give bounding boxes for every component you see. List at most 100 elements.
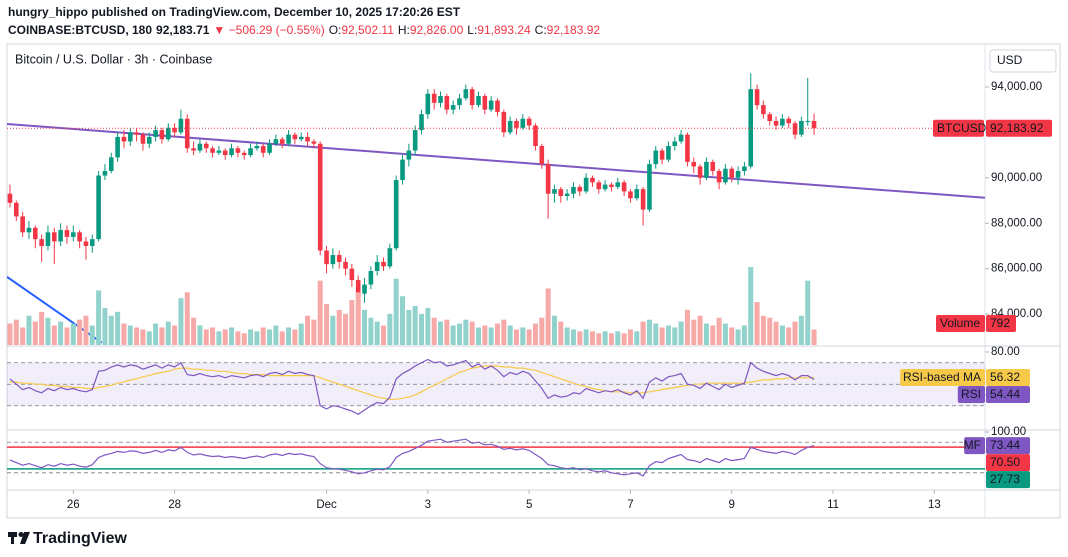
candle-body bbox=[533, 125, 538, 146]
volume-bar bbox=[627, 329, 633, 345]
candle-body bbox=[229, 148, 234, 156]
volume-bar bbox=[20, 327, 26, 345]
candle-body bbox=[362, 284, 367, 294]
volume-name-box bbox=[936, 315, 985, 333]
indicator-line bbox=[9, 438, 815, 477]
indicator-value-box bbox=[986, 437, 1030, 455]
volume-bar bbox=[13, 319, 19, 345]
candle-body bbox=[507, 121, 513, 133]
volume-bar bbox=[102, 307, 108, 345]
candle-body bbox=[248, 148, 253, 156]
volume-bar bbox=[703, 323, 709, 345]
volume-bar bbox=[678, 321, 684, 345]
candle-body bbox=[349, 268, 355, 281]
volume-bar bbox=[70, 323, 76, 345]
volume-bar bbox=[203, 329, 209, 345]
candle-body bbox=[216, 150, 222, 153]
volume-bar bbox=[311, 319, 317, 345]
candle-body bbox=[298, 136, 304, 140]
x-tick-label: 11 bbox=[827, 499, 839, 511]
candle-body bbox=[583, 177, 589, 192]
candle-body bbox=[241, 152, 247, 156]
candle-body bbox=[577, 186, 583, 192]
volume-bar bbox=[248, 329, 254, 345]
volume-bar bbox=[608, 333, 614, 345]
candle-body bbox=[26, 227, 32, 233]
volume-bar bbox=[475, 327, 481, 345]
volume-bar bbox=[773, 321, 779, 345]
candle-body bbox=[647, 164, 652, 210]
candle-body bbox=[672, 141, 678, 146]
volume-bar bbox=[501, 319, 507, 345]
candle-body bbox=[305, 136, 310, 142]
candle-body bbox=[83, 241, 89, 246]
publish-line: hungry_hippo published on TradingView.co… bbox=[8, 5, 461, 19]
candle-body bbox=[602, 184, 608, 190]
volume-bar bbox=[134, 327, 140, 345]
candle-body bbox=[666, 145, 671, 160]
volume-bar bbox=[463, 319, 469, 345]
volume-value: 792 bbox=[990, 316, 1010, 330]
volume-bar bbox=[387, 313, 393, 345]
candle-body bbox=[425, 93, 431, 115]
candle-body bbox=[184, 118, 190, 149]
y-tick-label: 88,000.00 bbox=[991, 217, 1042, 229]
currency-box[interactable] bbox=[989, 49, 1057, 73]
candle-body bbox=[330, 255, 336, 265]
candle-body bbox=[457, 98, 462, 106]
volume-bar bbox=[805, 280, 811, 345]
volume-bar bbox=[77, 319, 83, 345]
candle-body bbox=[539, 145, 545, 165]
candle-body bbox=[7, 193, 13, 203]
candle-body bbox=[596, 182, 602, 190]
candle-body bbox=[58, 230, 63, 242]
volume-name: Volume bbox=[940, 316, 980, 330]
candle-body bbox=[159, 130, 165, 140]
volume-bar bbox=[710, 325, 716, 345]
candle-body bbox=[222, 150, 228, 156]
volume-bar bbox=[165, 321, 171, 345]
candle-body bbox=[254, 145, 260, 149]
volume-bar bbox=[83, 315, 89, 345]
candle-body bbox=[381, 261, 386, 267]
candle-body bbox=[260, 145, 266, 153]
volume-bar bbox=[286, 327, 292, 345]
candle-body bbox=[45, 232, 51, 246]
volume-bar bbox=[381, 325, 387, 345]
candle-body bbox=[545, 164, 551, 194]
volume-bar bbox=[431, 317, 437, 345]
candle-body bbox=[121, 136, 127, 142]
candle-body bbox=[444, 96, 450, 110]
volume-bar bbox=[254, 331, 260, 345]
candle-body bbox=[767, 114, 773, 122]
candle-body bbox=[393, 180, 399, 249]
volume-bar bbox=[343, 313, 349, 345]
candle-body bbox=[279, 139, 285, 144]
volume-bar bbox=[178, 298, 184, 345]
indicator-value-box bbox=[986, 368, 1030, 386]
volume-bar bbox=[684, 309, 690, 345]
candle-body bbox=[134, 132, 139, 135]
volume-bar bbox=[539, 317, 545, 345]
volume-bar bbox=[96, 290, 102, 345]
logo bbox=[8, 532, 30, 544]
candle-body bbox=[178, 118, 184, 133]
volume-bar bbox=[520, 327, 526, 345]
last-price-label: 92,183.92 bbox=[990, 121, 1044, 135]
volume-bar bbox=[267, 329, 273, 345]
volume-bar bbox=[456, 323, 462, 345]
candle-body bbox=[140, 134, 146, 144]
candle-body bbox=[609, 184, 614, 187]
candle-body bbox=[704, 161, 709, 178]
candle-body bbox=[39, 239, 44, 246]
candle-body bbox=[355, 280, 361, 294]
symbol-line: COINBASE:BTCUSD, 180 92,183.71 ▼ −506.29 (… bbox=[8, 21, 604, 39]
volume-bar bbox=[507, 325, 513, 345]
volume-bar bbox=[191, 317, 197, 345]
volume-bar bbox=[672, 327, 678, 345]
header: hungry_hippo published on TradingView.co… bbox=[8, 3, 604, 39]
candle-body bbox=[292, 134, 298, 140]
volume-bar bbox=[545, 288, 551, 345]
volume-bar bbox=[51, 325, 57, 345]
